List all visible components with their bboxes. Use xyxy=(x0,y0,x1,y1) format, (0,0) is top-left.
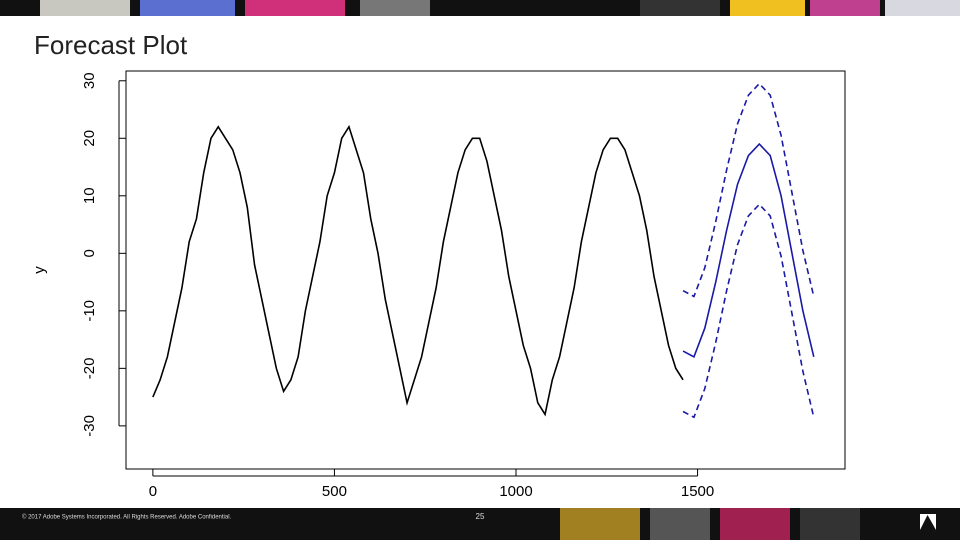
x-tick-label: 0 xyxy=(149,483,157,500)
slide-title: Forecast Plot xyxy=(34,30,188,60)
page-number: 25 xyxy=(476,512,485,521)
x-tick-label: 500 xyxy=(322,483,347,500)
x-tick-label: 1500 xyxy=(681,483,714,500)
series-line xyxy=(152,124,684,417)
series-line xyxy=(682,82,815,298)
y-tick-label: 10 xyxy=(81,187,98,204)
y-tick-label: -30 xyxy=(81,415,98,437)
y-tick-label: 20 xyxy=(81,130,98,147)
y-tick-label: 30 xyxy=(81,72,98,89)
x-tick-label: 1000 xyxy=(499,483,532,500)
bottom-strip xyxy=(0,508,960,540)
series-line xyxy=(682,142,815,358)
footer: © 2017 Adobe Systems Incorporated. All R… xyxy=(22,514,232,521)
y-tick-label: -20 xyxy=(81,358,98,380)
y-axis-label: y xyxy=(31,266,48,274)
series-line xyxy=(682,203,815,419)
adobe-logo xyxy=(920,514,936,530)
top-strip xyxy=(0,0,960,16)
y-tick-label: -10 xyxy=(81,300,98,322)
y-tick-label: 0 xyxy=(81,249,98,257)
plot-box xyxy=(125,70,846,470)
